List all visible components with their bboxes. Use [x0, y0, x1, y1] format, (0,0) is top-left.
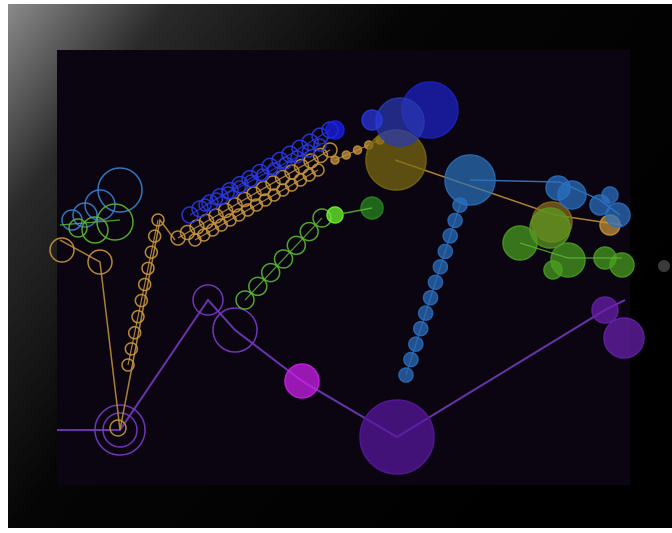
blue-node: [209, 192, 224, 206]
blue-node: [278, 156, 293, 170]
light-blue-node: [601, 186, 619, 204]
cluster-node: [81, 216, 109, 244]
orange-node: [170, 230, 186, 246]
orange-node-link: [194, 169, 319, 241]
orange-node: [227, 197, 243, 213]
blue-node: [267, 162, 281, 176]
cluster-line: [59, 219, 121, 226]
orange-node: [124, 342, 139, 356]
green-node: [273, 249, 294, 269]
blue-node: [281, 145, 299, 164]
blue-node: [211, 188, 229, 206]
screen: [57, 50, 630, 485]
purple-node: [94, 404, 146, 456]
green-line: [519, 242, 622, 259]
purple-line: [57, 298, 626, 439]
blue-node: [290, 150, 304, 164]
green-node: [260, 262, 281, 283]
orange-node: [144, 245, 159, 259]
blue-node: [361, 109, 383, 131]
green-node: [235, 290, 255, 310]
orange-node: [141, 261, 155, 276]
orange-node: [236, 191, 253, 208]
visualization: [49, 81, 645, 475]
blue-node: [232, 180, 247, 194]
blue-node: [244, 174, 258, 188]
home-button: [658, 260, 670, 272]
light-blue-node: [605, 202, 631, 228]
cluster-node: [68, 218, 88, 238]
blue-node: [201, 194, 219, 212]
orange-node: [147, 229, 162, 243]
orange-line: [59, 218, 176, 431]
purple-node: [212, 307, 258, 353]
blue-node: [221, 186, 235, 200]
orange-node: [109, 419, 127, 437]
light-blue-node: [444, 154, 496, 206]
orange-node: [127, 326, 142, 340]
purple-node: [359, 399, 435, 475]
orange-node: [179, 224, 196, 241]
purple-node: [192, 284, 224, 316]
purple-node: [102, 412, 138, 448]
orange-node: [131, 309, 145, 324]
orange-node: [311, 163, 325, 177]
orange-node: [87, 249, 113, 275]
green-node: [529, 207, 571, 249]
orange-node: [121, 358, 135, 372]
green-node: [543, 260, 563, 280]
blue-node: [313, 138, 327, 152]
blue-node: [181, 206, 199, 224]
blue-node: [325, 120, 345, 140]
green-node-link: [244, 217, 323, 301]
purple-node: [591, 296, 619, 324]
orange-node: [49, 237, 75, 263]
orange-node: [151, 213, 165, 227]
green-node: [286, 235, 307, 256]
green-line: [334, 207, 373, 216]
magenta-node: [284, 363, 320, 399]
light-blue-node-link: [405, 204, 461, 376]
cluster-node: [72, 202, 98, 228]
orange-node: [134, 293, 149, 308]
orange-node-link: [127, 219, 159, 366]
orange-node: [265, 175, 281, 191]
blue-node: [375, 97, 425, 147]
orange-node: [303, 153, 319, 169]
light-blue-node: [557, 180, 587, 210]
blue-node: [291, 139, 309, 157]
blue-node: [255, 168, 270, 182]
blue-node-link: [204, 144, 321, 206]
orange-node-link: [177, 149, 331, 239]
orange-node: [137, 277, 152, 292]
blue-node: [301, 144, 316, 158]
green-node: [248, 276, 268, 297]
cluster-node: [84, 189, 116, 221]
blue-node: [198, 198, 212, 212]
green-node: [609, 252, 635, 278]
green-node: [299, 221, 319, 242]
purple-node: [603, 317, 645, 359]
